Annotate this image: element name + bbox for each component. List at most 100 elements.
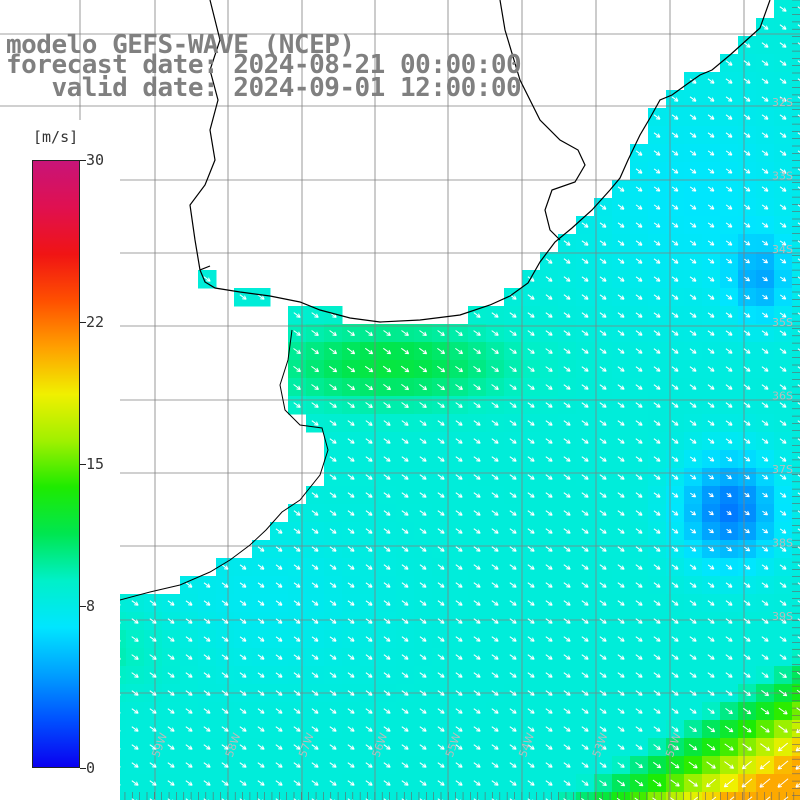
wind-arrow [437, 654, 445, 660]
wind-arrow [653, 546, 661, 552]
wind-arrow [185, 744, 193, 750]
wind-arrow [778, 707, 788, 715]
wind-arrow [743, 204, 751, 210]
wind-arrow [293, 618, 301, 624]
title-model: modelo GEFS-WAVE (NCEP) [6, 30, 355, 60]
wind-arrow [239, 726, 247, 732]
wind-arrow [347, 744, 355, 750]
wind-arrow [365, 492, 373, 498]
latitude-labels: 32S 33S 34S 35S 36S 37S 38S 39S [772, 96, 793, 623]
wind-arrow [239, 294, 247, 300]
wind-arrow [599, 780, 607, 786]
wind-arrow [581, 438, 589, 444]
wind-arrow [491, 438, 499, 444]
wind-arrow [329, 510, 337, 516]
wind-arrow [455, 365, 464, 373]
wind-arrow [437, 564, 445, 570]
wind-speed-cell [324, 792, 343, 800]
wind-arrow [455, 474, 463, 480]
wind-arrow [527, 582, 535, 588]
wind-arrow [473, 600, 481, 606]
wind-arrow [131, 618, 139, 624]
wind-arrow [761, 150, 769, 156]
wind-arrow [743, 600, 751, 606]
wind-arrow [347, 383, 356, 391]
wind-arrow [761, 78, 769, 84]
coastline [189, 0, 771, 323]
wind-arrow [581, 276, 589, 282]
wind-arrow [725, 672, 733, 678]
wind-arrow [455, 384, 463, 390]
wind-arrow [167, 744, 175, 750]
wind-arrow [652, 779, 662, 787]
wind-arrow [653, 204, 661, 210]
wind-arrow [617, 204, 625, 210]
wind-arrow [329, 600, 337, 606]
wind-arrow [203, 654, 211, 660]
wind-arrow [725, 312, 733, 318]
wind-arrow [545, 546, 553, 552]
wind-arrow [779, 132, 787, 138]
wind-arrow [617, 600, 625, 606]
wind-arrow [221, 654, 229, 660]
wind-arrow [293, 564, 301, 570]
wind-arrow [329, 744, 337, 750]
wind-arrow [545, 348, 553, 354]
wind-arrow [563, 672, 571, 678]
wind-arrow [491, 726, 499, 732]
wind-arrow [689, 150, 697, 156]
wind-arrow [635, 294, 643, 300]
wind-arrow [437, 420, 445, 426]
wind-arrow [617, 294, 625, 300]
wind-arrow [599, 420, 607, 426]
wind-arrow [797, 42, 800, 45]
wind-arrow [599, 240, 607, 246]
wind-arrow [509, 348, 517, 354]
wind-arrow [599, 600, 607, 606]
wind-arrow [599, 312, 607, 318]
wind-arrow [383, 564, 391, 570]
wind-speed-cell [792, 162, 800, 181]
wind-arrow [311, 347, 319, 355]
wind-arrow [329, 383, 337, 391]
wind-arrow [401, 708, 409, 714]
wind-arrow [707, 240, 715, 246]
wind-arrow [581, 797, 588, 800]
wind-arrow [725, 582, 733, 588]
wind-speed-cell [792, 306, 800, 325]
wind-arrow [743, 690, 751, 696]
wind-arrow [779, 60, 787, 66]
latitude-label: 33S [772, 169, 793, 182]
wind-arrow [364, 365, 374, 373]
wind-arrow [275, 672, 283, 678]
wind-arrow [671, 258, 679, 264]
wind-speed-cell [720, 792, 739, 800]
wind-arrow [671, 546, 679, 552]
wind-arrow [779, 330, 787, 336]
wind-arrow [599, 204, 607, 210]
colorbar-tick [80, 322, 86, 324]
wind-arrow [761, 114, 769, 120]
wind-arrow [473, 744, 481, 750]
colorbar-label: 15 [86, 455, 105, 473]
wind-arrow [724, 725, 734, 733]
wind-arrow [563, 348, 571, 354]
wind-arrow [581, 492, 589, 498]
wind-speed-cell [792, 720, 800, 739]
wind-arrow [689, 438, 697, 444]
wind-arrow [653, 276, 661, 282]
wind-arrow [527, 276, 535, 282]
wind-arrow [527, 456, 535, 462]
wind-arrow [707, 618, 715, 624]
wind-arrow [779, 96, 787, 102]
wind-arrow [365, 420, 373, 426]
wind-arrow [293, 348, 301, 354]
wind-arrow [797, 24, 800, 27]
wind-arrow [563, 510, 571, 516]
wind-arrow [743, 654, 751, 660]
wind-arrow [617, 672, 625, 678]
wind-arrow [527, 330, 535, 336]
wind-arrow [455, 528, 463, 534]
wind-arrow [275, 690, 283, 696]
wind-arrow [347, 330, 355, 336]
